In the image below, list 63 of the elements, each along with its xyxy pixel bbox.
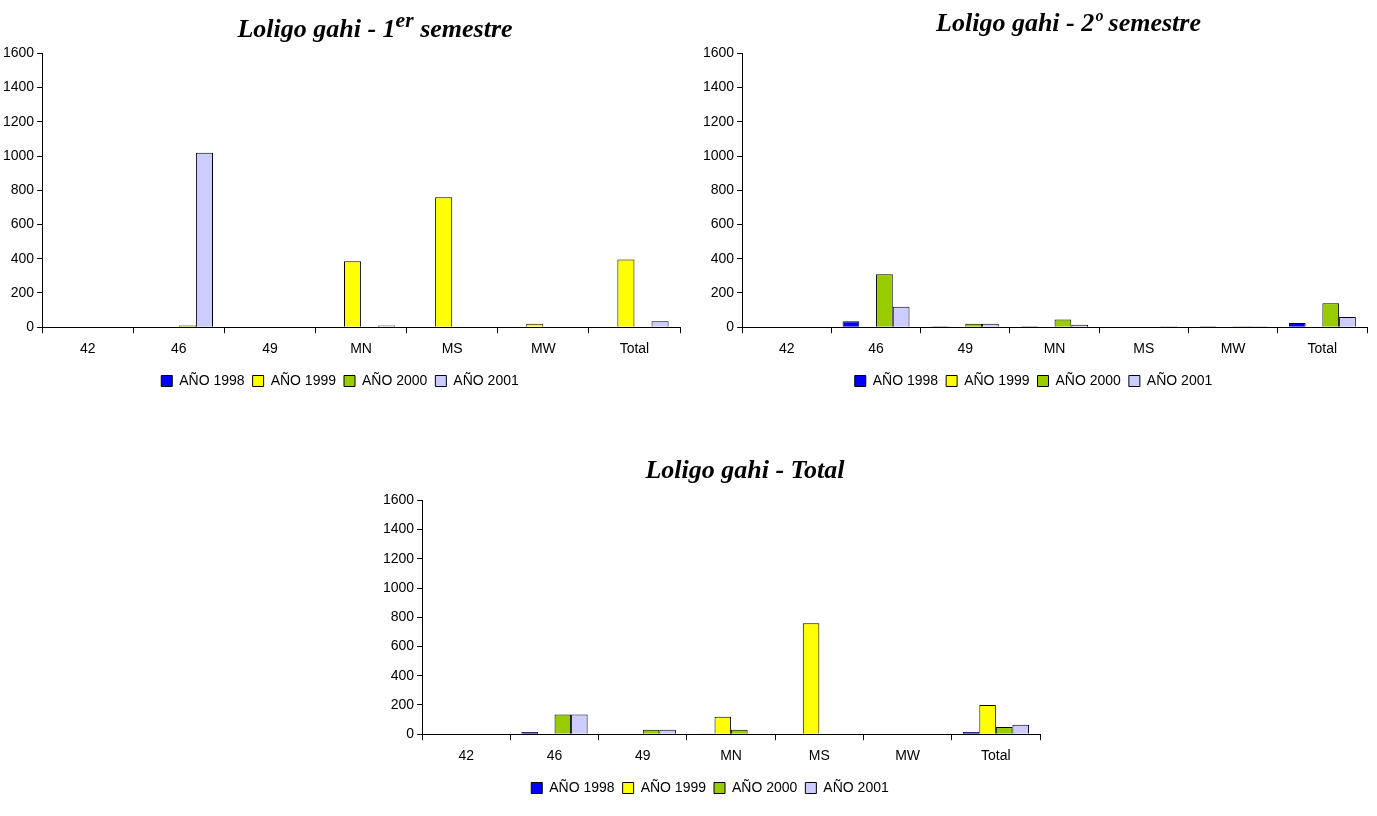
- legend-label: AÑO 2001: [1146, 371, 1213, 388]
- legend-label: AÑO 1999: [270, 371, 337, 388]
- chart-title: Loligo gahi - 1$^{er}$ semestre: [236, 8, 514, 43]
- y-tick-label: 1000: [2, 146, 35, 163]
- y-tick-label: 400: [390, 666, 415, 683]
- legend-label: AÑO 1999: [964, 371, 1030, 388]
- x-tick-label: MS: [808, 747, 830, 764]
- y-tick-label: 800: [10, 181, 35, 198]
- y-tick-label: 0: [26, 318, 35, 335]
- y-tick-label: 1600: [2, 44, 35, 61]
- legend-label: AÑO 2000: [1055, 371, 1122, 388]
- x-tick-label: Total: [1307, 340, 1338, 357]
- x-tick-label: MS: [441, 340, 463, 357]
- chart-title: Loligo gahi - 2º semestre: [935, 8, 1202, 39]
- x-tick-label: 46: [868, 340, 885, 357]
- x-tick-label: MN: [1043, 340, 1066, 357]
- legend-label: AÑO 1998: [872, 371, 939, 388]
- x-tick-label: 49: [262, 340, 278, 357]
- x-tick-label: 46: [171, 340, 187, 357]
- y-tick-label: 200: [390, 695, 415, 712]
- legend-label: AÑO 1999: [640, 778, 707, 795]
- y-tick-label: 1000: [382, 578, 415, 595]
- legend-label: AÑO 2001: [823, 778, 889, 795]
- y-tick-label: 600: [390, 637, 415, 654]
- legend-label: AÑO 1998: [179, 371, 245, 388]
- y-tick-label: 1200: [702, 112, 735, 129]
- y-tick-label: 0: [406, 725, 415, 742]
- x-tick-label: 42: [458, 747, 475, 764]
- x-tick-label: MW: [895, 747, 921, 764]
- x-tick-label: 49: [957, 340, 974, 357]
- y-tick-label: 1000: [702, 146, 735, 163]
- y-tick-label: 600: [10, 215, 35, 232]
- y-tick-label: 1400: [2, 78, 35, 95]
- x-tick-label: 46: [546, 747, 563, 764]
- x-tick-label: 42: [778, 340, 795, 357]
- y-tick-label: 1600: [702, 44, 735, 61]
- y-tick-label: 200: [710, 283, 735, 300]
- legend-label: AÑO 2000: [362, 371, 428, 388]
- y-tick-label: 1400: [702, 78, 735, 95]
- legend-label: AÑO 1998: [549, 778, 615, 795]
- legend-label: AÑO 2000: [732, 778, 798, 795]
- chart-title: Loligo gahi - Total: [644, 455, 846, 486]
- x-tick-label: 49: [635, 747, 651, 764]
- y-tick-label: 800: [710, 181, 735, 198]
- y-tick-label: 400: [710, 249, 735, 266]
- y-tick-label: 1200: [2, 112, 35, 129]
- y-tick-label: 200: [10, 283, 35, 300]
- x-tick-label: 42: [79, 340, 96, 357]
- x-tick-label: MW: [530, 340, 557, 357]
- x-tick-label: MS: [1133, 340, 1155, 357]
- y-tick-label: 1200: [382, 549, 415, 566]
- x-tick-label: Total: [619, 340, 650, 357]
- x-tick-label: MN: [350, 340, 372, 357]
- legend-label: AÑO 2001: [453, 371, 519, 388]
- y-tick-label: 600: [710, 215, 735, 232]
- x-tick-label: Total: [981, 747, 1011, 764]
- x-tick-label: MW: [1220, 340, 1247, 357]
- x-tick-label: MN: [720, 747, 742, 764]
- y-tick-label: 1400: [382, 520, 415, 537]
- y-tick-label: 0: [726, 318, 735, 335]
- y-tick-label: 400: [10, 249, 35, 266]
- y-tick-label: 800: [390, 608, 415, 625]
- y-tick-label: 1600: [382, 491, 415, 508]
